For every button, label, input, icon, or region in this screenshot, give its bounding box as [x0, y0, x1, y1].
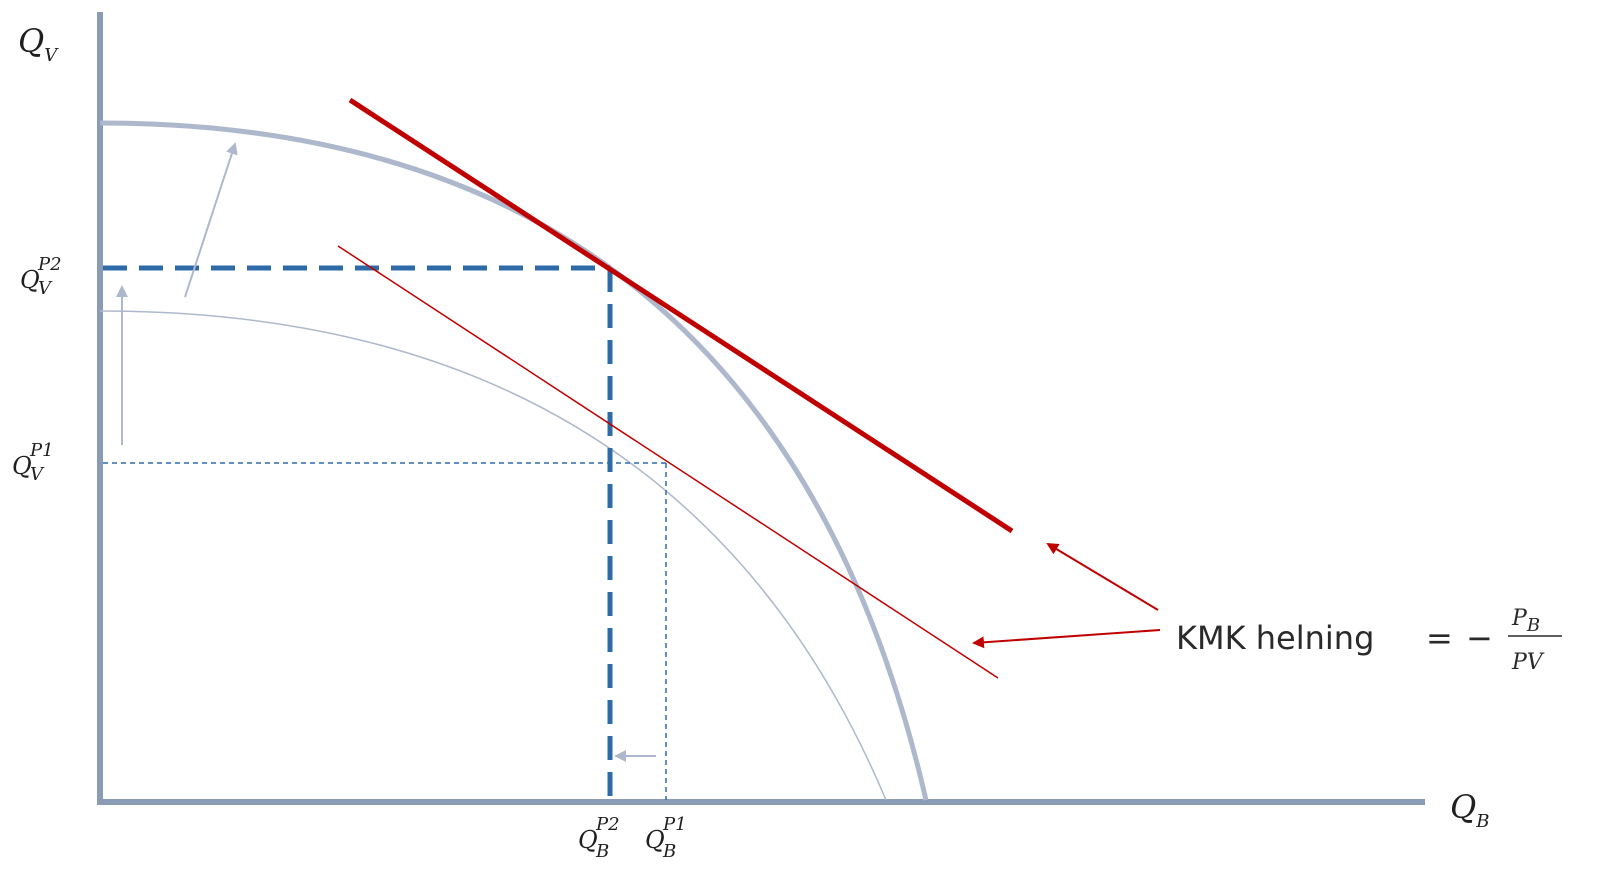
kmk-fraction-numerator: PB: [1511, 606, 1540, 636]
tick-label-qv-p2: Q P2 V: [20, 254, 62, 299]
svg-text:B: B: [595, 841, 609, 862]
ppf-shifted-curve: [99, 120, 929, 801]
svg-text:P2: P2: [595, 814, 620, 835]
annotation-arrow-lower: [972, 629, 1161, 649]
ppf-original-curve: [99, 310, 887, 801]
kmk-annotation-text: KMK helning: [1176, 619, 1374, 657]
svg-text:V: V: [30, 464, 45, 485]
kmk-annotation-equals: =: [1426, 619, 1453, 657]
svg-text:P2: P2: [37, 254, 62, 275]
svg-text:V: V: [38, 278, 53, 299]
shift-arrow-diagonal: [184, 142, 238, 298]
svg-text:Q: Q: [12, 452, 32, 480]
y-axis-label: QV: [18, 22, 59, 66]
svg-text:Q: Q: [645, 826, 665, 854]
price-line-p1: [337, 245, 999, 679]
kmk-annotation: KMK helning = − PB PV: [1176, 606, 1562, 675]
svg-text:P1: P1: [29, 440, 54, 461]
svg-text:P1: P1: [662, 814, 687, 835]
tick-label-qb-p1: Q P1 B: [645, 814, 687, 862]
svg-text:B: B: [662, 841, 676, 862]
x-axis-label: QB: [1450, 788, 1489, 832]
price-line-p2: [348, 97, 1014, 534]
tick-label-qv-p1: Q P1 V: [12, 440, 54, 485]
annotation-arrow-upper: [1046, 542, 1159, 611]
svg-text:Q: Q: [20, 266, 40, 294]
svg-text:Q: Q: [578, 826, 598, 854]
kmk-fraction-denominator: PV: [1511, 650, 1545, 675]
tick-label-qb-p2: Q P2 B: [578, 814, 620, 862]
kmk-annotation-minus: −: [1466, 619, 1493, 657]
